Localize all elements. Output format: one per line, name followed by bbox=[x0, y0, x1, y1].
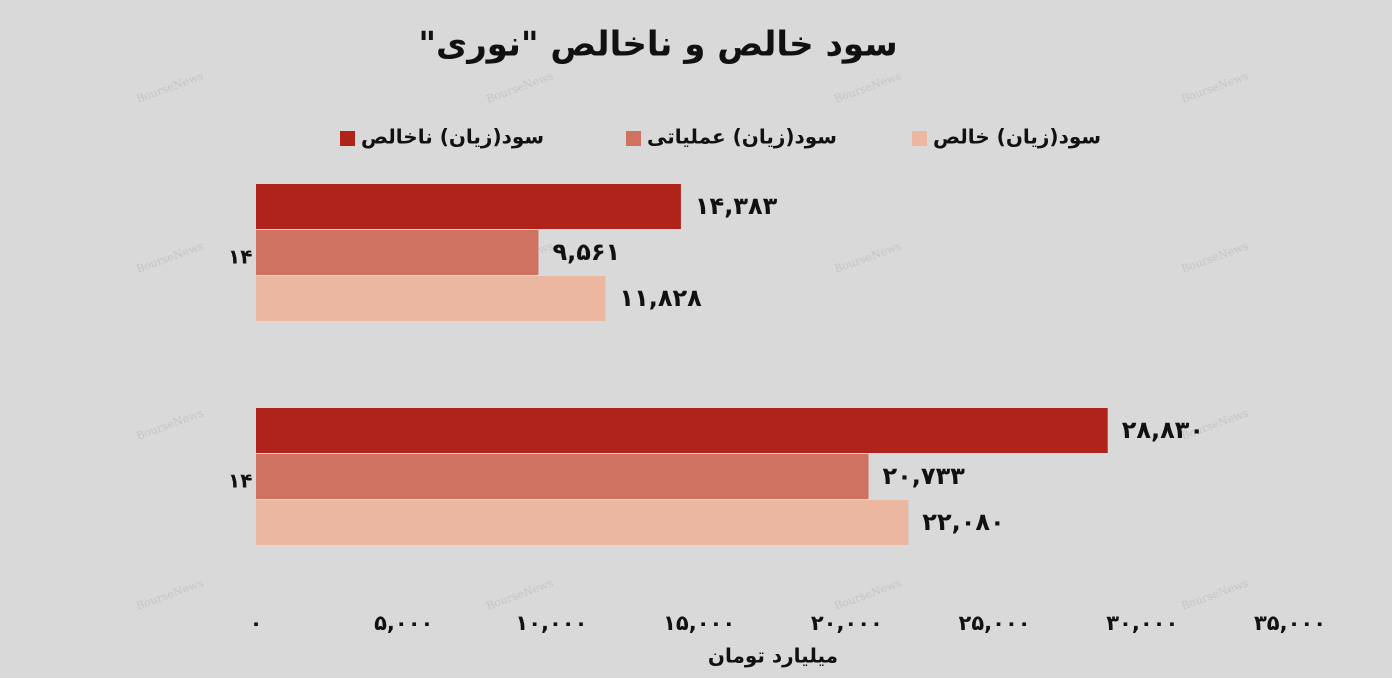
value-label: ۲۸,۸۳۰ bbox=[1122, 416, 1204, 444]
x-tick-label: ۰ bbox=[250, 611, 263, 635]
legend-label: سود(زیان) خالص bbox=[933, 125, 1101, 149]
bar bbox=[256, 500, 909, 545]
x-tick-label: ۲۰,۰۰۰ bbox=[811, 611, 883, 635]
legend-swatch bbox=[912, 131, 927, 146]
bar bbox=[256, 230, 539, 275]
x-tick-label: ۳۰,۰۰۰ bbox=[1106, 611, 1178, 635]
x-tick-label: ۱۵,۰۰۰ bbox=[663, 611, 735, 635]
x-tick-label: ۵,۰۰۰ bbox=[374, 611, 433, 635]
x-axis-label: میلیارد تومان bbox=[708, 644, 838, 668]
legend-label: سود(زیان) عملیاتی bbox=[647, 125, 837, 149]
bar bbox=[256, 408, 1108, 453]
chart-title: سود خالص و ناخالص "نوری" bbox=[418, 25, 897, 65]
value-label: ۱۴,۳۸۳ bbox=[695, 192, 778, 220]
bar bbox=[256, 276, 606, 321]
x-tick-label: ۲۵,۰۰۰ bbox=[959, 611, 1031, 635]
legend-swatch bbox=[340, 131, 355, 146]
x-tick-label: ۳۵,۰۰۰ bbox=[1254, 611, 1326, 635]
x-tick-label: ۱۰,۰۰۰ bbox=[515, 611, 587, 635]
legend-swatch bbox=[626, 131, 641, 146]
value-label: ۱۱,۸۲۸ bbox=[619, 284, 702, 312]
value-label: ۲۲,۰۸۰ bbox=[922, 508, 1004, 536]
value-label: ۹,۵۶۱ bbox=[552, 238, 620, 266]
value-label: ۲۰,۷۳۳ bbox=[883, 462, 966, 490]
bar bbox=[256, 454, 869, 499]
bar bbox=[256, 184, 681, 229]
legend-label: سود(زیان) ناخالص bbox=[361, 125, 544, 149]
